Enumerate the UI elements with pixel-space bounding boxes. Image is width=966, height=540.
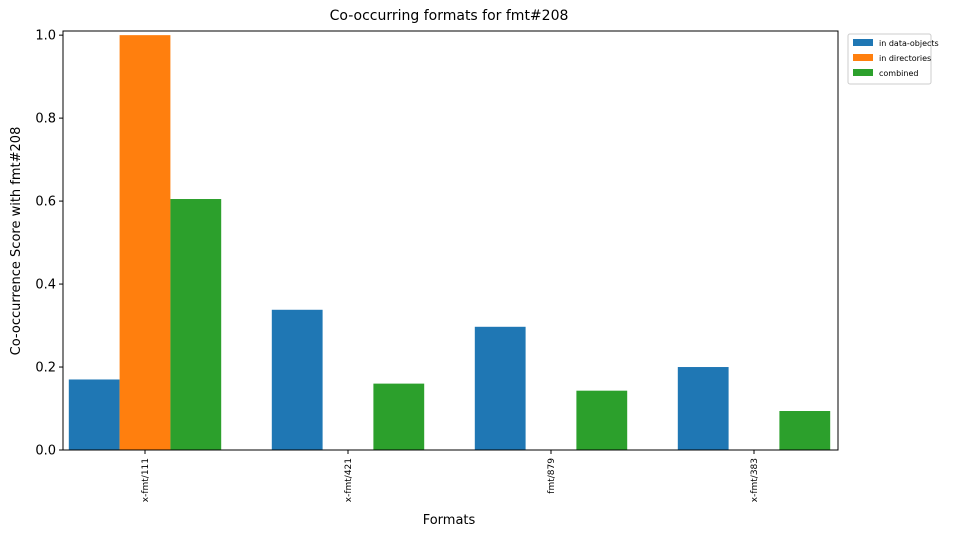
x-axis: x-fmt/111 x-fmt/421 fmt/879 x-fmt/383 [141,450,760,502]
x-tick-label: x-fmt/421 [344,458,354,502]
legend-swatch-in-data-objects [853,39,873,46]
bars-group [68,35,831,451]
y-tick-label: 0.6 [35,195,56,210]
bar-combined-x-fmt/111 [170,199,222,450]
x-tick-label: x-fmt/383 [750,458,760,502]
x-tick-label: x-fmt/111 [141,458,151,502]
bar-in-directories-x-fmt/111 [119,35,171,451]
bar-in-data-objects-x-fmt/421 [271,309,323,450]
x-axis-label: Formats [423,513,476,528]
legend-label-in-data-objects: in data-objects [879,39,939,48]
y-axis-label: Co-occurrence Score with fmt#208 [9,127,24,356]
bar-in-data-objects-fmt/879 [474,326,526,450]
bar-combined-x-fmt/421 [373,383,425,450]
bar-in-data-objects-x-fmt/111 [68,379,120,450]
y-tick-label: 0.4 [35,278,56,293]
plot-frame [62,30,839,451]
legend-swatch-combined [853,69,873,76]
chart-title: Co-occurring formats for fmt#208 [330,8,569,24]
legend-label-combined: combined [879,69,918,78]
y-tick-label: 0.8 [35,112,56,127]
legend-label-in-directories: in directories [879,54,931,63]
y-tick-label: 0.2 [35,361,56,376]
x-tick-label: fmt/879 [547,458,557,494]
legend: in data-objects in directories combined [847,33,939,85]
bar-in-data-objects-x-fmt/383 [677,367,729,450]
y-tick-label: 1.0 [35,29,56,44]
bar-combined-fmt/879 [576,390,628,450]
bar-combined-x-fmt/383 [779,411,831,450]
y-axis: 0.0 0.2 0.4 0.6 0.8 1.0 [35,29,63,459]
y-tick-label: 0.0 [35,444,56,459]
legend-swatch-in-directories [853,54,873,61]
